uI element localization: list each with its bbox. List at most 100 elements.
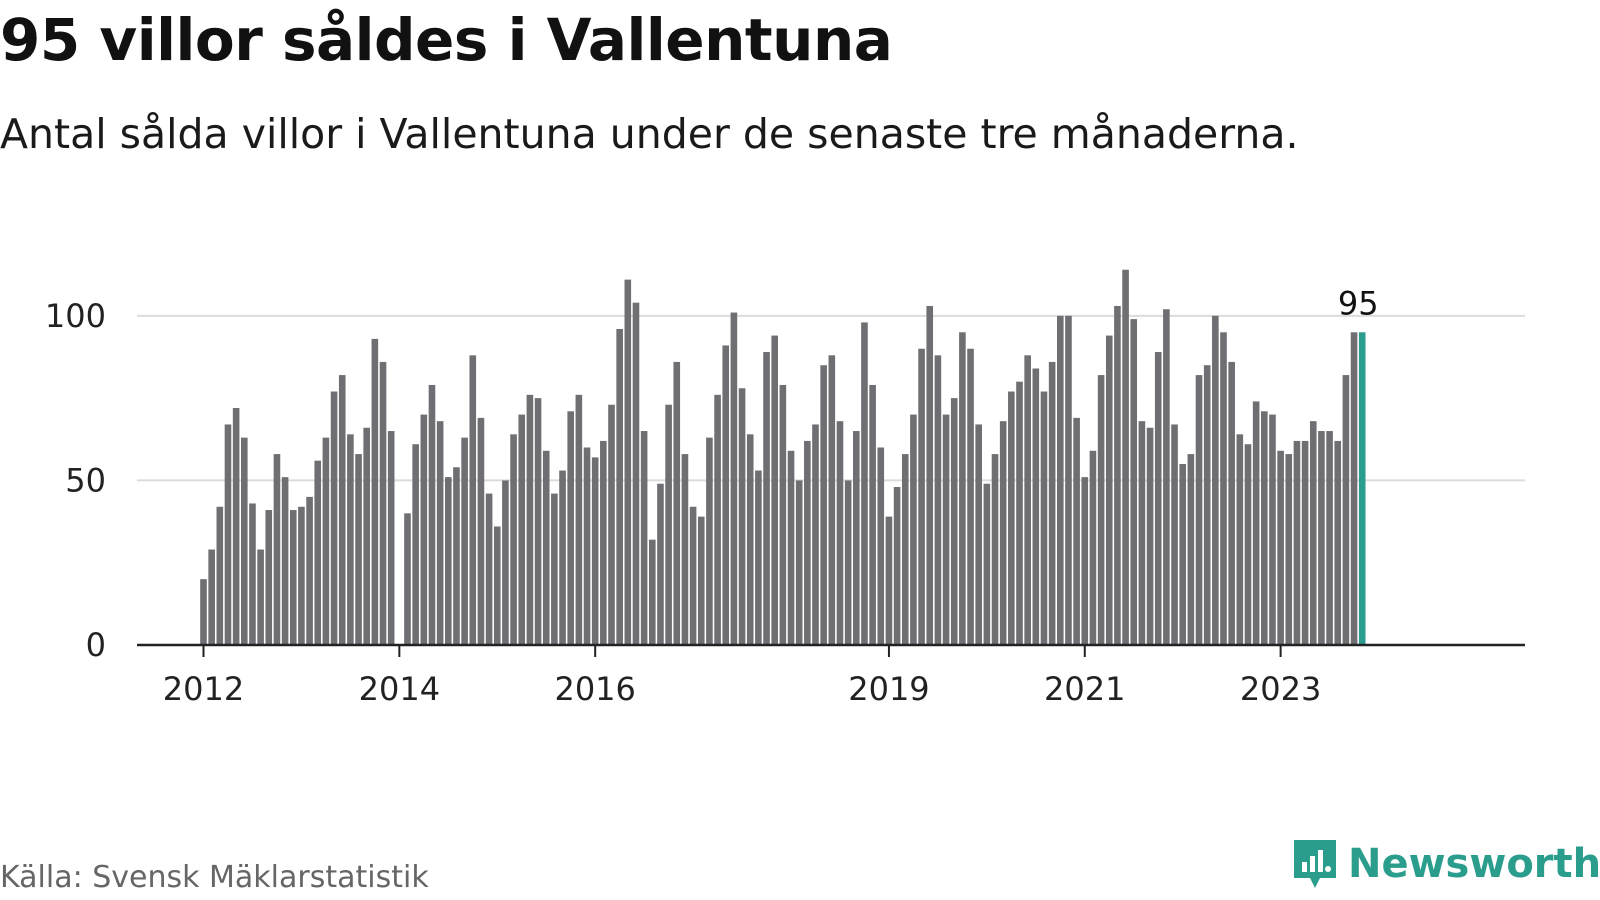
bar: [901, 454, 909, 645]
bar: [616, 329, 623, 645]
bar: [697, 516, 705, 646]
bar: [885, 516, 893, 646]
x-tick-label: 2016: [554, 670, 635, 708]
bar: [208, 549, 215, 645]
bar: [640, 431, 648, 645]
bar: [1277, 450, 1284, 645]
bar: [1195, 375, 1203, 645]
bar: [999, 421, 1007, 645]
bar: [1016, 381, 1023, 645]
bar: [1163, 309, 1170, 645]
bar: [1081, 477, 1089, 646]
bar: [1073, 417, 1080, 646]
bar: [795, 480, 803, 645]
bar: [1048, 361, 1056, 645]
bar: [1032, 368, 1040, 645]
bar: [624, 279, 632, 646]
bar: [551, 493, 558, 645]
bar: [404, 513, 411, 645]
bar: [1212, 315, 1219, 645]
bar: [461, 437, 468, 646]
bar: [918, 348, 925, 645]
bar: [959, 332, 966, 645]
bars: [200, 269, 1366, 646]
bar: [820, 365, 827, 645]
bar: [967, 348, 974, 645]
bar: [649, 539, 656, 645]
bar: [804, 440, 811, 645]
x-tick-label: 2014: [359, 670, 440, 708]
bar: [583, 447, 591, 645]
bar: [1130, 319, 1138, 646]
bar: [1057, 315, 1064, 645]
bar: [1334, 440, 1342, 645]
bar: [681, 454, 689, 645]
bar: [942, 414, 950, 645]
last-value-label: 95: [1338, 284, 1379, 322]
bar: [1252, 401, 1260, 645]
bar: [298, 506, 305, 645]
bar: [1293, 440, 1301, 645]
y-tick-label: 0: [86, 626, 106, 664]
y-tick-label: 100: [45, 297, 106, 335]
bar: [273, 454, 281, 645]
bar: [730, 312, 738, 645]
bar: [779, 384, 787, 645]
bar: [738, 388, 746, 645]
bar: [877, 447, 885, 645]
bar: [861, 322, 868, 645]
bar: [755, 470, 762, 645]
bar: [502, 480, 509, 645]
bar: [542, 450, 550, 645]
bar: [991, 454, 999, 645]
bar: [1309, 421, 1317, 645]
bar: [926, 305, 934, 645]
chart-subtitle: Antal sålda villor i Vallentuna under de…: [0, 110, 1299, 158]
bar: [673, 361, 681, 645]
bar: [1318, 431, 1325, 645]
bar: [200, 579, 207, 645]
bar: [1171, 424, 1178, 645]
bar: [836, 421, 844, 645]
bar: [689, 506, 697, 645]
bar: [714, 394, 721, 645]
newsworthy-logo: Newsworthy: [1290, 836, 1600, 892]
bar: [763, 352, 770, 645]
bar: [1179, 463, 1186, 645]
bar: [1342, 375, 1350, 645]
bar: [591, 457, 599, 646]
bar: [330, 391, 338, 645]
bar: [534, 398, 542, 646]
source-note: Källa: Svensk Mäklarstatistik: [0, 860, 429, 895]
bar: [1261, 411, 1268, 645]
bar: [1220, 332, 1227, 645]
bar: [1350, 332, 1358, 645]
bar: [722, 345, 730, 645]
bar: [1114, 305, 1121, 645]
bar: [1138, 421, 1146, 645]
bar: [428, 384, 436, 645]
bar: [1301, 440, 1309, 645]
bar: [436, 421, 444, 645]
bar: [371, 338, 379, 646]
bar: [493, 526, 501, 645]
bar: [249, 503, 256, 645]
newsworthy-logo-icon: [1294, 840, 1336, 888]
bar: [934, 355, 942, 645]
bar: [869, 384, 876, 645]
bar-highlight: [1358, 332, 1366, 645]
bar: [420, 414, 428, 645]
bar: [828, 355, 836, 645]
bar: [257, 549, 264, 645]
bar: [575, 394, 583, 645]
x-axis-ticks: 2012 2014 2016 2019 2021 2023: [163, 645, 1321, 708]
y-axis-ticks: 0 50 100: [45, 297, 106, 664]
bar: [1228, 361, 1235, 645]
bar: [1326, 431, 1333, 645]
bar: [1008, 391, 1015, 645]
bar: [893, 487, 901, 645]
bar: [347, 434, 354, 645]
x-tick-label: 2023: [1240, 670, 1321, 708]
bar: [1236, 434, 1244, 645]
